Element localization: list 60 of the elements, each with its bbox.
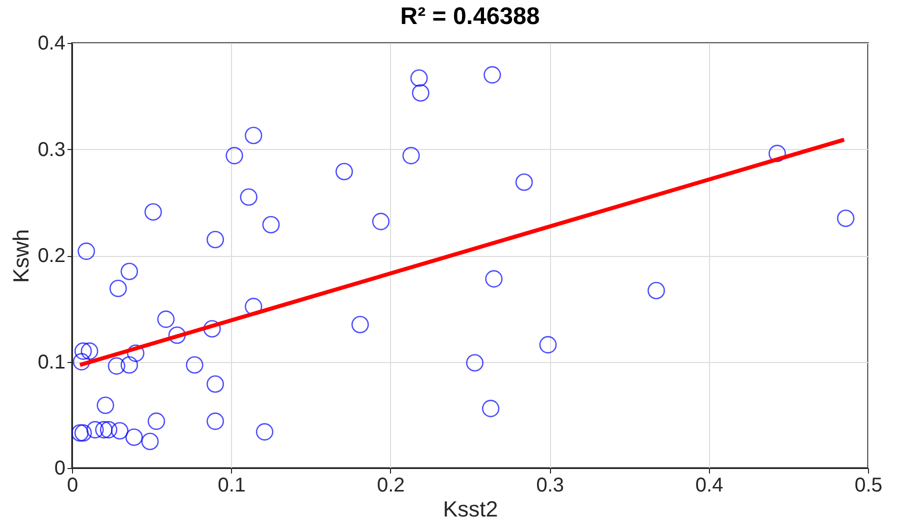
- y-axis-title: Kswh: [8, 229, 34, 283]
- point: [515, 173, 533, 191]
- point: [412, 84, 430, 102]
- point: [120, 356, 138, 374]
- point: [78, 242, 96, 260]
- x-axis-title: Ksst2: [442, 496, 498, 522]
- point: [74, 342, 92, 360]
- point: [768, 144, 786, 162]
- point: [74, 424, 92, 442]
- point: [485, 270, 503, 288]
- point: [206, 230, 224, 248]
- point: [482, 400, 500, 418]
- y-tick-label: 0.2: [38, 245, 66, 267]
- point: [539, 336, 557, 354]
- point: [86, 421, 104, 438]
- point: [466, 354, 484, 372]
- point: [109, 280, 127, 298]
- point: [336, 162, 353, 180]
- point: [402, 146, 420, 164]
- point: [244, 126, 262, 144]
- point: [111, 422, 128, 440]
- point: [262, 216, 280, 234]
- point: [240, 188, 258, 206]
- point: [80, 342, 98, 360]
- point: [157, 310, 175, 328]
- point: [126, 344, 144, 362]
- point: [837, 210, 854, 228]
- point: [108, 357, 126, 375]
- y-tick-label: 0.4: [38, 32, 66, 54]
- point: [648, 282, 665, 300]
- point: [72, 424, 89, 442]
- point: [226, 146, 244, 164]
- x-tick-label: 0.5: [854, 474, 882, 496]
- point: [186, 356, 204, 374]
- point: [96, 396, 114, 414]
- x-tick-label: 0.1: [218, 474, 246, 496]
- point: [351, 316, 369, 334]
- point: [125, 428, 143, 446]
- point: [168, 326, 186, 344]
- point: [206, 375, 224, 393]
- point: [256, 423, 274, 441]
- point: [206, 412, 224, 430]
- y-tick-label: 0.3: [38, 138, 66, 161]
- y-tick-label: 0: [54, 458, 66, 480]
- x-tick-label: 0.4: [695, 474, 724, 496]
- y-tick-label: 0.1: [38, 351, 66, 374]
- point: [141, 432, 159, 450]
- point: [203, 320, 221, 338]
- point: [72, 353, 90, 370]
- chart-title: R² = 0.46388: [400, 3, 540, 30]
- point: [484, 66, 501, 84]
- point: [410, 69, 428, 87]
- point: [95, 421, 113, 438]
- point: [144, 203, 162, 221]
- point: [148, 412, 166, 430]
- point: [100, 421, 118, 438]
- point: [372, 212, 390, 230]
- x-tick-label: 0.3: [536, 474, 564, 496]
- x-tick-label: 0.2: [376, 474, 405, 496]
- point: [120, 262, 138, 280]
